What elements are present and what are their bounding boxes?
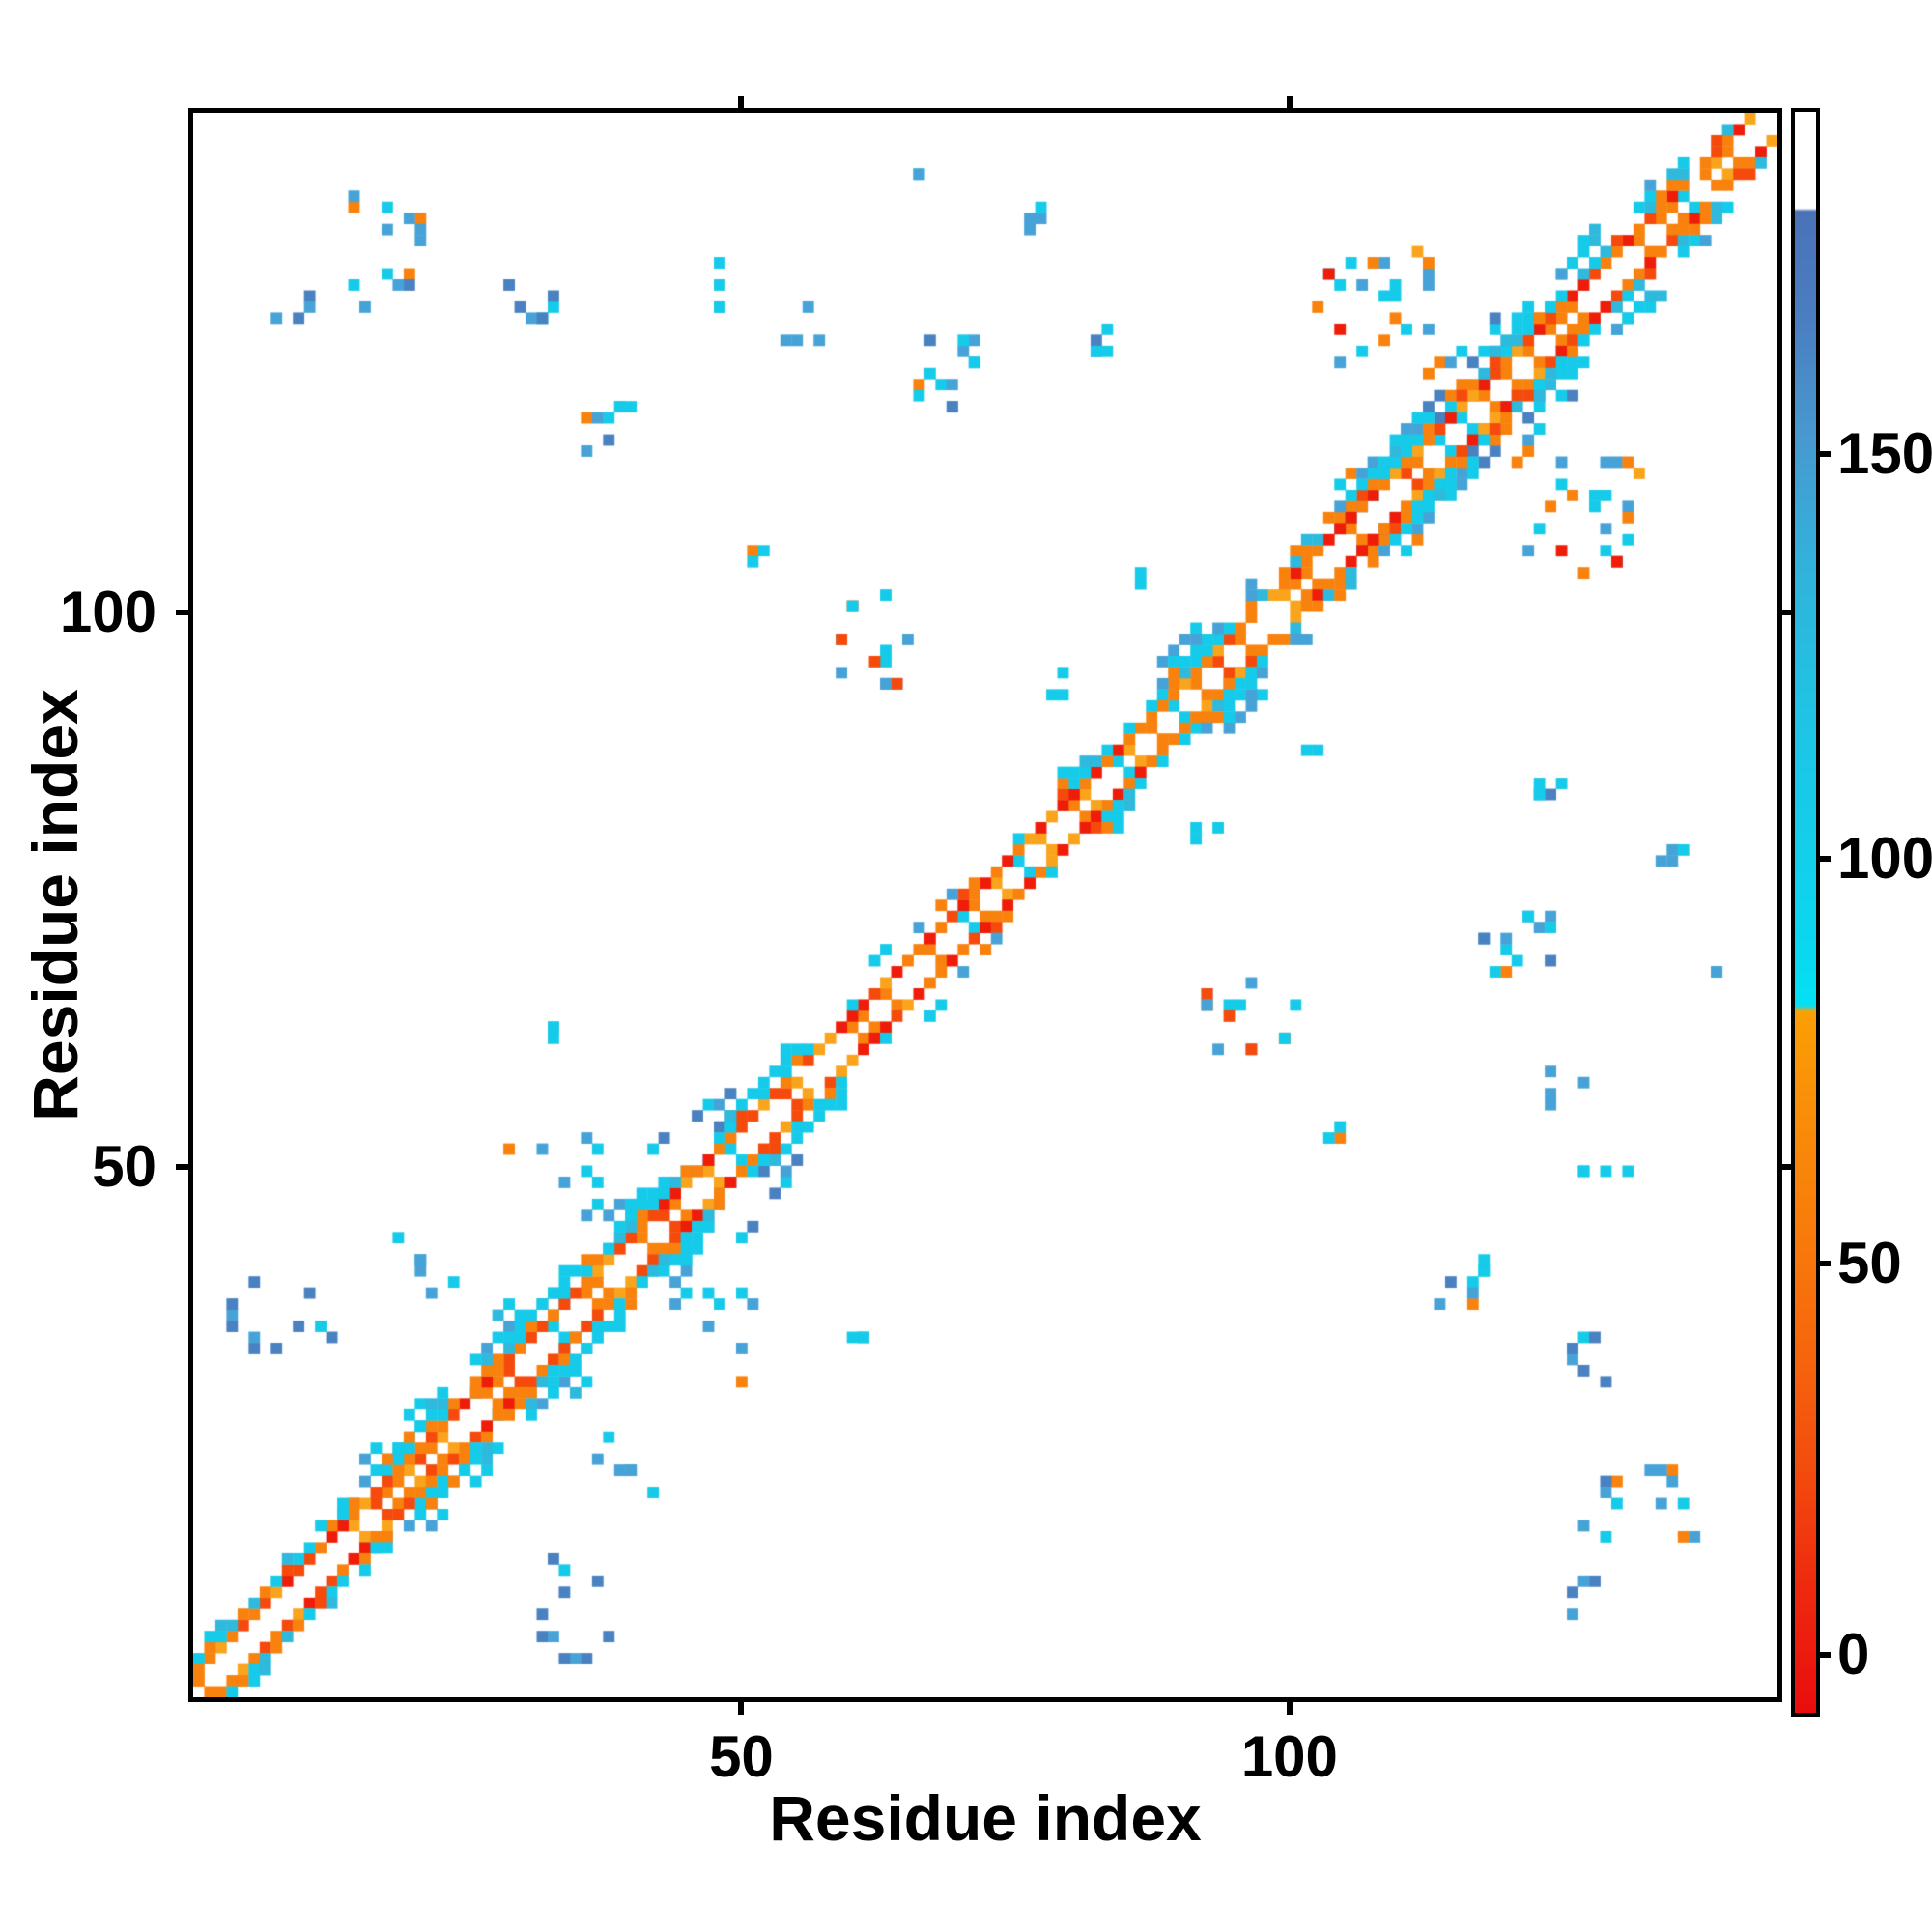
colorbar-tick-150 [1818, 450, 1831, 457]
y-axis-tick-100-right [1782, 609, 1795, 615]
y-tick-label-50: 50 [92, 1133, 156, 1199]
x-tick-label-100: 100 [1240, 1724, 1338, 1789]
y-axis-tick-50-left [176, 1163, 188, 1170]
colorbar-tick-100 [1818, 855, 1831, 862]
x-axis-tick-50-bottom [738, 1702, 745, 1715]
colorbar-label-100: 100 [1837, 825, 1932, 891]
y-tick-label-100: 100 [59, 579, 156, 644]
colorbar-tick-0 [1818, 1652, 1831, 1659]
colorbar-label-0: 0 [1837, 1622, 1870, 1688]
heatmap-canvas [193, 113, 1777, 1697]
colorbar-label-50: 50 [1837, 1230, 1902, 1295]
x-axis-tick-100-bottom [1286, 1702, 1293, 1715]
x-axis-title: Residue index [769, 1782, 1202, 1854]
colorbar-tick-50 [1818, 1260, 1831, 1266]
x-axis-tick-100-top [1286, 96, 1293, 108]
colorbar-label-150: 150 [1837, 420, 1932, 486]
x-axis-tick-50-top [738, 96, 745, 108]
y-axis-tick-100-left [176, 609, 188, 615]
plot-area [188, 108, 1782, 1702]
x-tick-label-50: 50 [709, 1724, 774, 1789]
colorbar-gradient [1795, 112, 1816, 1713]
y-axis-title: Residue index [19, 689, 91, 1122]
colorbar [1791, 108, 1820, 1717]
y-axis-tick-50-right [1782, 1163, 1795, 1170]
